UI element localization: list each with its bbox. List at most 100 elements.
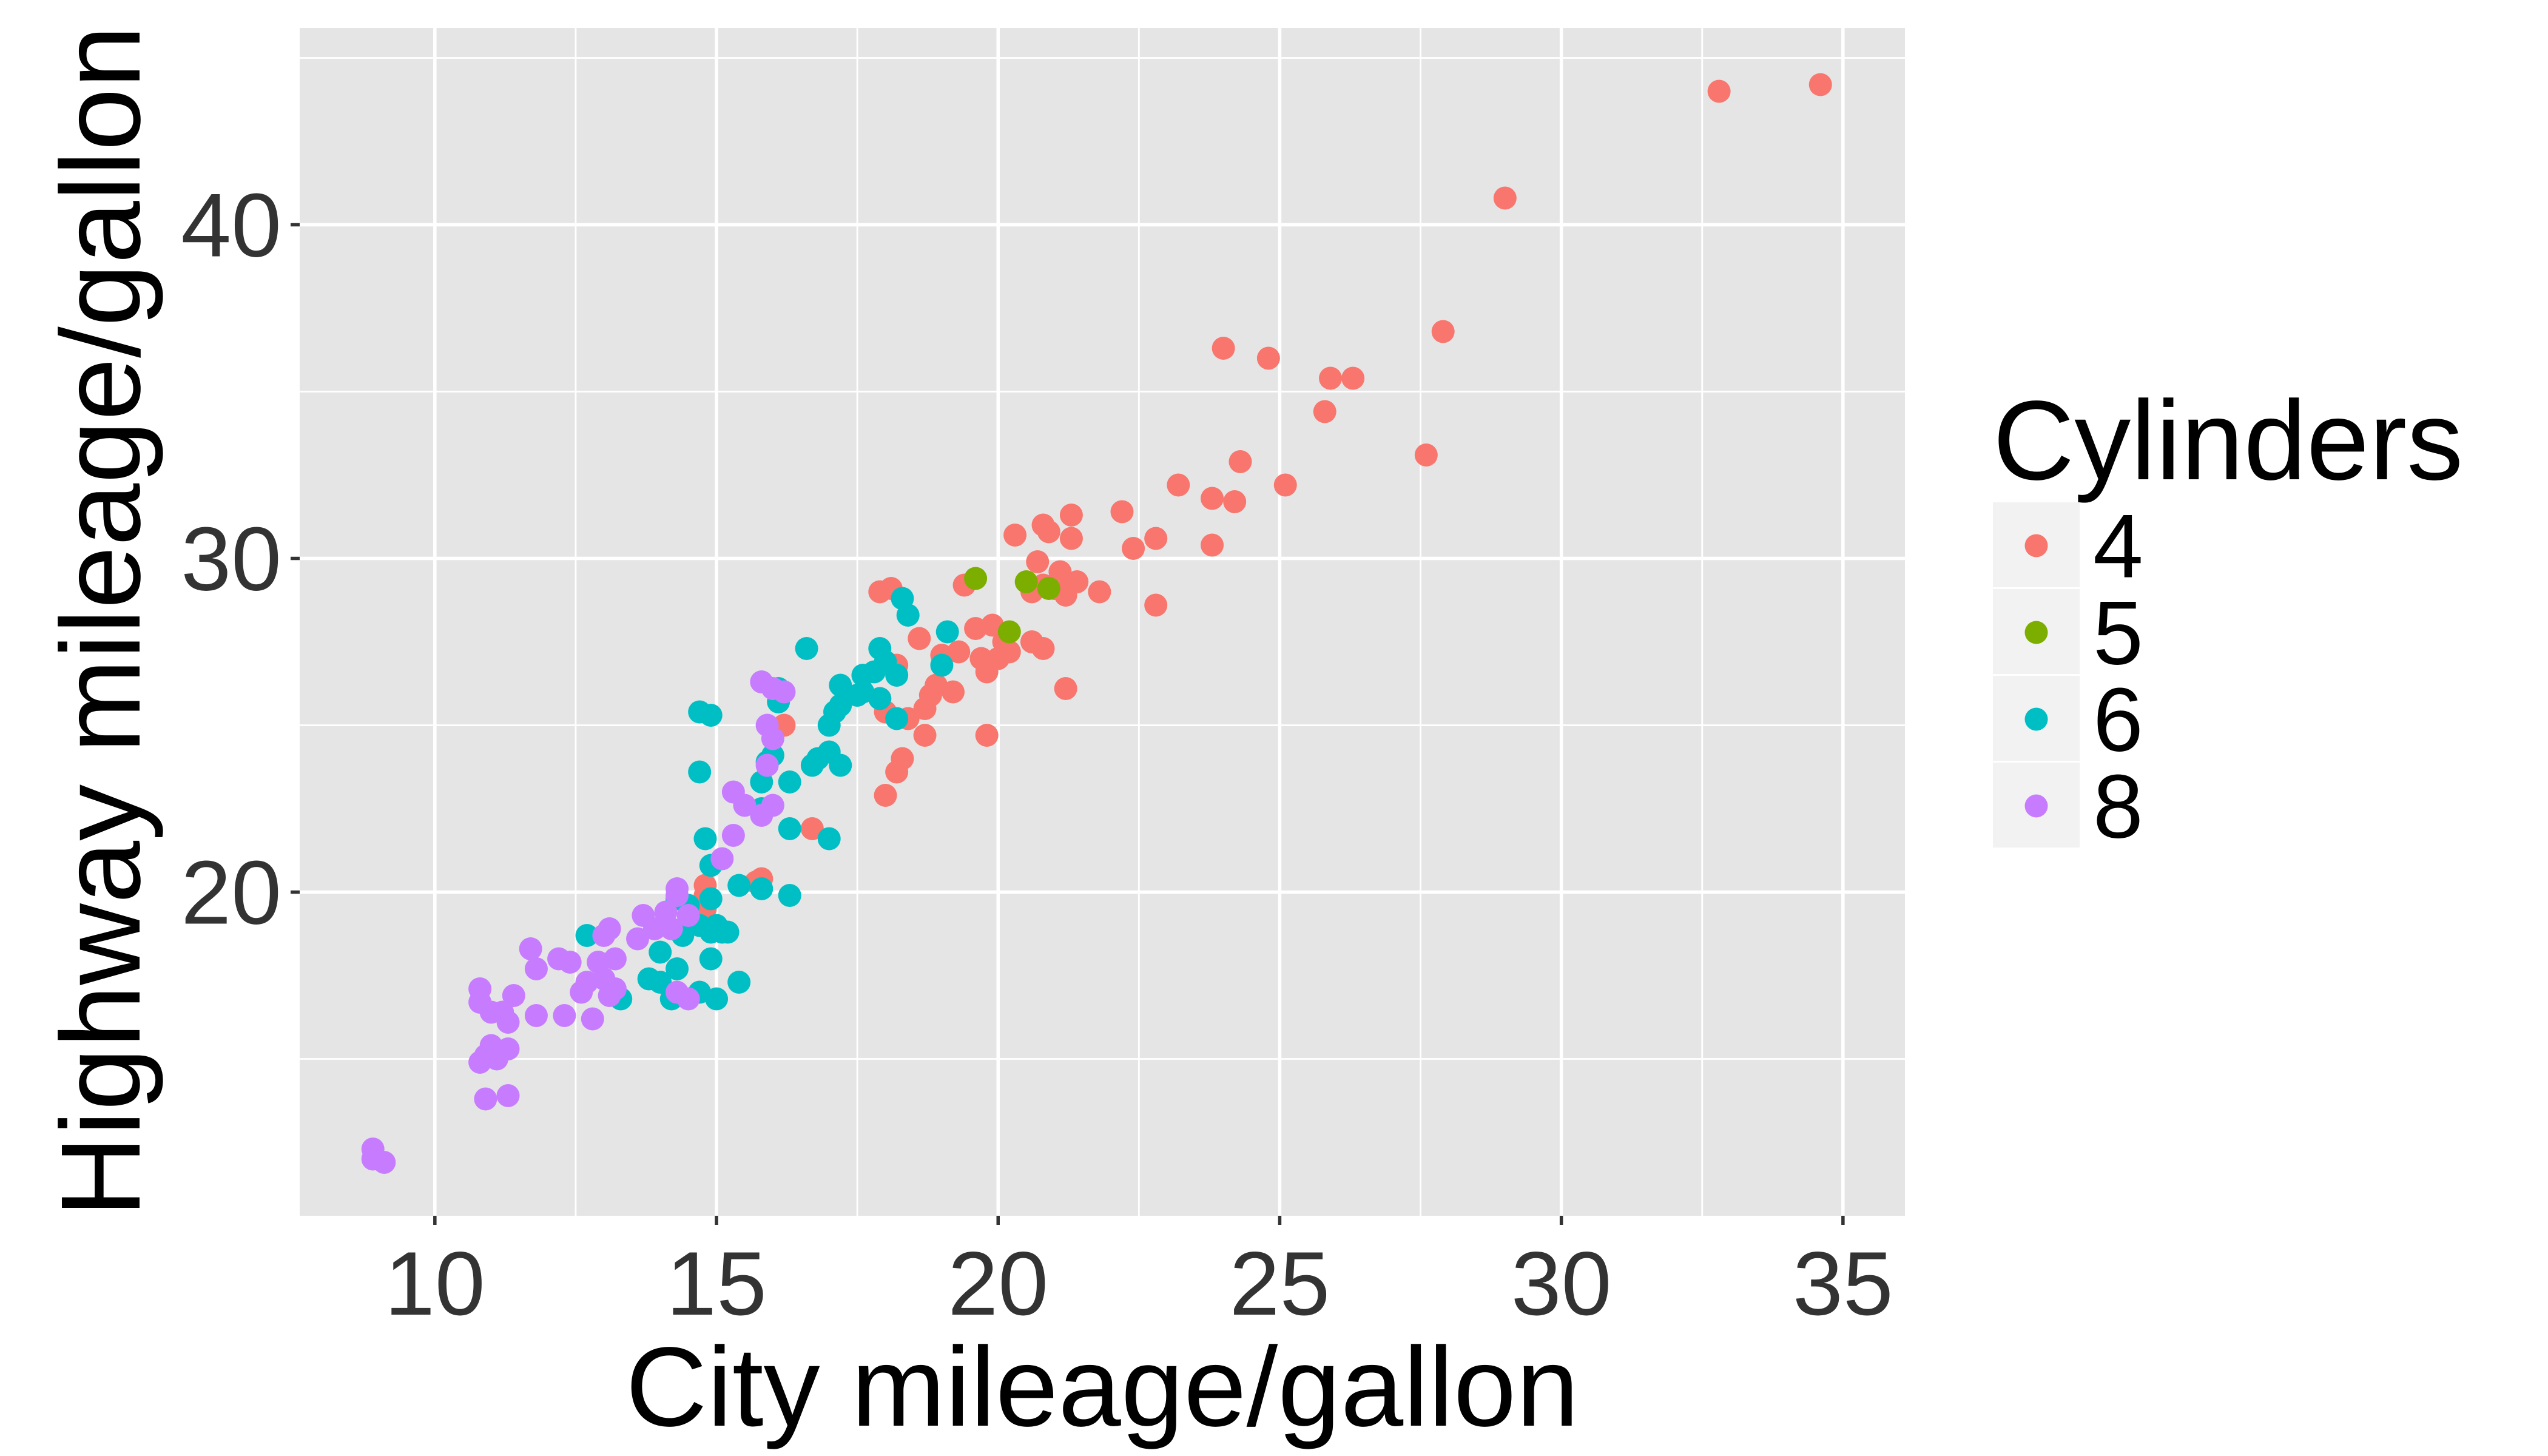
data-point (1201, 487, 1224, 510)
data-point (699, 887, 723, 911)
legend-label: 6 (2093, 669, 2143, 770)
data-point (964, 617, 988, 640)
data-point (676, 904, 700, 927)
data-point (496, 1011, 520, 1034)
x-axis-title: City mileage/gallon (625, 1324, 1579, 1450)
data-point (755, 753, 779, 777)
data-point (1110, 500, 1134, 524)
data-point (553, 1004, 576, 1027)
data-point (930, 653, 954, 677)
data-point (1144, 527, 1168, 550)
data-point (829, 673, 852, 697)
data-point (637, 967, 661, 991)
data-point (891, 587, 914, 610)
data-point (727, 874, 751, 897)
x-tick-label: 30 (1511, 1233, 1612, 1334)
legend-title: Cylinders (1993, 378, 2463, 504)
data-point (1414, 443, 1438, 467)
data-point (721, 780, 745, 804)
plot-panel-background (300, 28, 1905, 1216)
legend-item-6: 6 (1993, 669, 2143, 770)
data-point (632, 904, 655, 927)
data-point (570, 980, 593, 1004)
data-point (649, 940, 672, 964)
data-point (468, 977, 492, 1000)
data-point (688, 700, 712, 724)
data-point (997, 620, 1021, 644)
data-point (1341, 366, 1365, 390)
legend-label: 8 (2093, 756, 2143, 857)
x-axis-ticks: 10 15 20 25 30 35 (385, 1216, 1893, 1334)
data-point (1037, 520, 1060, 544)
data-point (659, 917, 683, 940)
x-tick-label: 20 (948, 1233, 1048, 1334)
data-point (1059, 504, 1083, 527)
legend-label: 4 (2093, 496, 2143, 597)
data-point (666, 957, 689, 980)
data-point (885, 760, 909, 784)
y-axis-title: Highway mileage/gallon (38, 25, 164, 1217)
legend-key-dot (2024, 621, 2048, 644)
legend-label: 5 (2093, 582, 2143, 684)
legend-item-8: 8 (1993, 756, 2143, 857)
data-point (1273, 473, 1297, 497)
data-point (1144, 593, 1168, 617)
data-point (997, 640, 1021, 664)
x-tick-label: 35 (1793, 1233, 1893, 1334)
data-point (885, 707, 909, 730)
data-point (710, 847, 734, 871)
data-point (1059, 527, 1083, 550)
data-point (1003, 524, 1027, 547)
data-point (868, 637, 892, 660)
data-point (1493, 186, 1517, 210)
y-tick-label: 20 (181, 842, 281, 943)
data-point (1319, 366, 1343, 390)
data-point (851, 680, 875, 704)
data-point (688, 760, 712, 784)
data-point (778, 770, 801, 794)
data-point (969, 647, 993, 670)
data-point (800, 753, 824, 777)
data-point (1026, 550, 1050, 573)
data-point (778, 884, 801, 907)
data-point (1037, 577, 1060, 600)
data-point (750, 804, 774, 827)
data-point (851, 664, 875, 687)
data-point (800, 817, 824, 840)
data-point (913, 697, 937, 720)
data-point (761, 677, 784, 700)
data-point (1228, 450, 1252, 473)
data-point (1122, 537, 1145, 560)
series-8 (361, 670, 796, 1174)
x-tick-label: 25 (1230, 1233, 1330, 1334)
series-5 (964, 567, 1060, 644)
data-point (817, 713, 841, 737)
data-point (1212, 337, 1235, 360)
data-point (502, 984, 525, 1007)
data-point (547, 947, 571, 971)
major-gridlines (300, 28, 1905, 1216)
data-point (524, 957, 548, 980)
data-point (1088, 580, 1111, 604)
data-point (750, 877, 774, 900)
y-axis-ticks: 20 30 40 (181, 175, 300, 943)
legend-key-dot (2024, 534, 2048, 558)
data-point (699, 947, 723, 971)
data-point (761, 727, 784, 750)
data-point (1313, 400, 1336, 423)
data-point (468, 1051, 492, 1074)
data-point (1201, 533, 1224, 557)
data-point (829, 753, 852, 777)
data-point (721, 824, 745, 847)
data-point (666, 884, 689, 907)
legend-key-dot (2024, 794, 2048, 818)
data-point (676, 987, 700, 1011)
data-point (964, 567, 988, 590)
data-point (581, 1007, 604, 1031)
data-point (975, 724, 999, 747)
data-point (1256, 346, 1280, 370)
x-tick-label: 15 (666, 1233, 767, 1334)
y-tick-label: 30 (181, 508, 281, 610)
data-point (705, 987, 729, 1011)
